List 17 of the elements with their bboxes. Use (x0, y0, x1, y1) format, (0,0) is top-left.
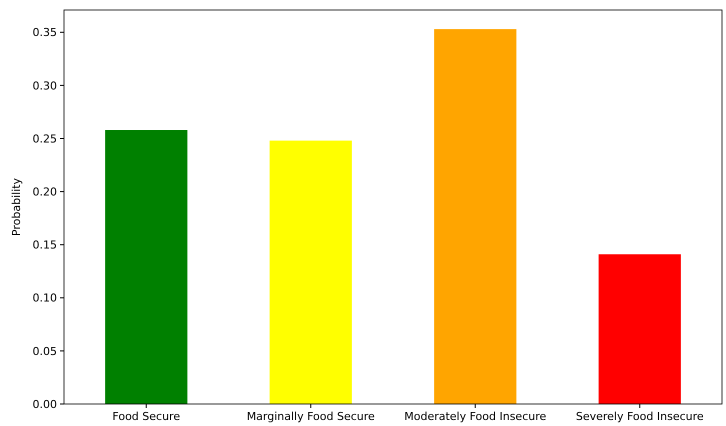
y-tick-label: 0.30 (32, 79, 57, 92)
y-tick-label: 0.35 (32, 26, 57, 40)
x-tick-label: Food Secure (112, 410, 180, 423)
bar (105, 130, 188, 404)
y-tick-label: 0.15 (32, 238, 57, 252)
y-tick-label: 0.20 (32, 185, 57, 198)
x-tick-label: Moderately Food Insecure (404, 410, 546, 423)
x-tick-label: Marginally Food Secure (246, 410, 376, 423)
y-tick-label: 0.00 (32, 398, 57, 411)
y-tick-label: 0.10 (32, 292, 57, 305)
bar (270, 140, 352, 404)
bar (598, 254, 681, 404)
y-tick-label: 0.25 (32, 132, 57, 146)
x-tick-label: Severely Food Insecure (576, 410, 704, 423)
y-axis-title: Probability (10, 177, 23, 236)
bar (434, 29, 516, 404)
y-tick-label: 0.05 (32, 344, 57, 358)
